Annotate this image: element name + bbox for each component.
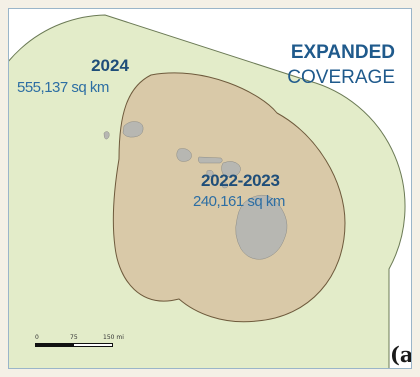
scale-tick-label: 75	[70, 334, 78, 341]
scale-tick-label: 150 mi	[103, 334, 124, 341]
scale-tick-label: 0	[35, 334, 39, 341]
coverage-2024-area-label: 555,137 sq km	[17, 79, 109, 96]
coverage-map	[9, 14, 406, 368]
map-title-line-1: EXPANDED	[290, 42, 395, 63]
coverage-2022-2023-area-label: 240,161 sq km	[193, 193, 285, 210]
island-niihau	[103, 131, 110, 140]
coverage-2022-2023-year-label: 2022-2023	[201, 171, 280, 190]
map-panel: 2024 555,137 sq km 2022-2023 240,161 sq …	[8, 8, 412, 369]
hawaiian-islands	[103, 121, 288, 260]
island-oahu	[176, 148, 192, 162]
panel-letter: (a)	[390, 342, 411, 367]
coverage-2024-year-label: 2024	[91, 56, 129, 75]
scale-bar-segment-empty	[73, 343, 113, 347]
scale-bar: 0 75 150 mi	[35, 334, 165, 364]
island-lanai	[206, 169, 214, 178]
map-title-line-2: COVERAGE	[287, 67, 395, 88]
island-kauai	[122, 121, 144, 138]
island-maui	[221, 161, 241, 177]
island-hawaii	[235, 194, 288, 260]
island-molokai	[197, 156, 223, 164]
island-kahoolawe	[221, 182, 229, 189]
scale-bar-segment-filled	[35, 343, 73, 347]
coverage-2022-2023-area	[112, 72, 346, 323]
